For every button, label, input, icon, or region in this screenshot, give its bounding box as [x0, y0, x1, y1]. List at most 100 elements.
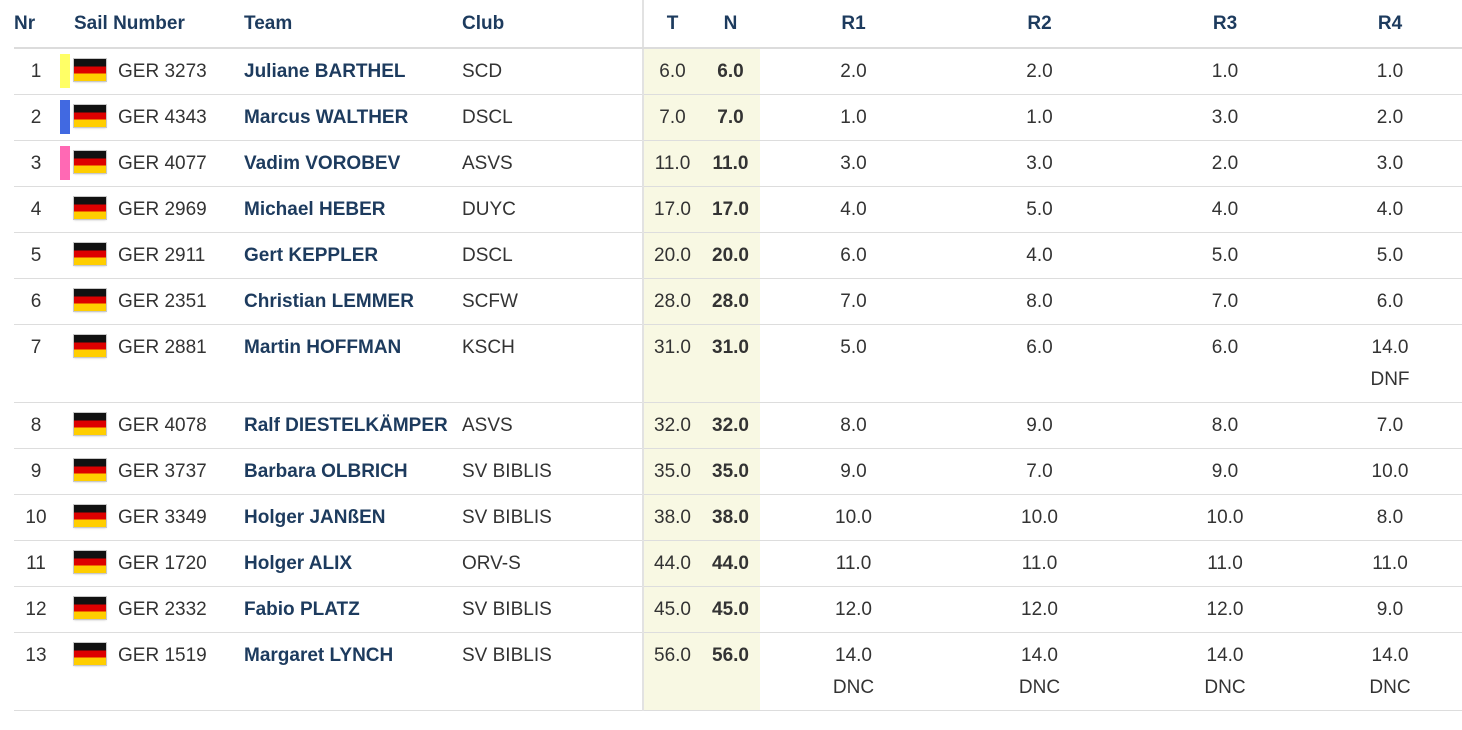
race-3-cell: 2.0: [1132, 140, 1318, 187]
race-4-cell: 9.0: [1318, 586, 1462, 633]
sail-number-cell: GER 2969: [74, 186, 244, 233]
race-score: 10.0: [1371, 460, 1409, 482]
team-link[interactable]: Christian LEMMER: [244, 290, 414, 312]
germany-flag-icon: [74, 59, 106, 82]
rank-cell: 13: [14, 632, 58, 711]
club-cell: ASVS: [462, 402, 643, 449]
color-bar-cell: [58, 278, 74, 325]
net-points-cell: 56.0: [701, 632, 760, 711]
sail-number-cell: GER 4343: [74, 94, 244, 141]
net-points-cell: 31.0: [701, 324, 760, 403]
penalty-code: DNC: [1369, 676, 1411, 698]
rank-cell: 11: [14, 540, 58, 587]
team-cell: Juliane BARTHEL: [244, 48, 462, 95]
rank-cell: 9: [14, 448, 58, 495]
team-link[interactable]: Holger ALIX: [244, 552, 353, 574]
table-row[interactable]: 13 GER 1519 Margaret LYNCH SV BIBLIS 56.0 56.…: [14, 632, 1462, 711]
net-points-cell: 20.0: [701, 232, 760, 279]
race-2-cell: 9.0: [947, 402, 1132, 449]
rank-cell: 4: [14, 186, 58, 233]
total-points-cell: 32.0: [642, 402, 701, 449]
total-points-cell: 11.0: [642, 140, 701, 187]
total-points-cell: 56.0: [642, 632, 701, 711]
team-link[interactable]: Fabio PLATZ: [244, 598, 360, 620]
race-score: 10.0: [835, 506, 872, 528]
race-1-header[interactable]: R1: [760, 0, 947, 49]
team-link[interactable]: Martin HOFFMAN: [244, 336, 402, 358]
race-3-cell: 5.0: [1132, 232, 1318, 279]
race-3-cell: 3.0: [1132, 94, 1318, 141]
nr-header[interactable]: Nr: [14, 0, 58, 49]
race-3-cell: 8.0: [1132, 402, 1318, 449]
race-2-cell: 14.0 DNC: [947, 632, 1132, 711]
sail-number-header[interactable]: Sail Number: [74, 0, 244, 49]
team-link[interactable]: Ralf DIESTELKÄMPER: [244, 414, 448, 436]
race-score: 8.0: [840, 414, 867, 436]
germany-flag-icon: [74, 642, 106, 665]
table-row[interactable]: 12 GER 2332 Fabio PLATZ SV BIBLIS 45.0 45.0 12…: [14, 586, 1462, 633]
race-score: 2.0: [1376, 106, 1404, 128]
race-3-header[interactable]: R3: [1132, 0, 1318, 49]
team-link[interactable]: Marcus WALTHER: [244, 106, 409, 128]
table-row[interactable]: 9 GER 3737 Barbara OLBRICH SV BIBLIS 35.0 35.…: [14, 448, 1462, 495]
race-score: 9.0: [840, 460, 867, 482]
club-cell: SV BIBLIS: [462, 632, 643, 711]
sail-number-cell: GER 3273: [74, 48, 244, 95]
net-points-cell: 35.0: [701, 448, 760, 495]
race-4-header[interactable]: R4: [1318, 0, 1462, 49]
race-score: 2.0: [1211, 152, 1239, 174]
race-3-cell: 11.0: [1132, 540, 1318, 587]
race-score: 12.0: [1021, 598, 1058, 620]
table-row[interactable]: 8 GER 4078 Ralf DIESTELKÄMPER ASVS 32.0 32.0 8…: [14, 402, 1462, 449]
race-1-cell: 2.0: [760, 48, 947, 95]
club-header[interactable]: Club: [462, 0, 643, 49]
team-header[interactable]: Team: [244, 0, 462, 49]
race-4-cell: 8.0: [1318, 494, 1462, 541]
rank-cell: 7: [14, 324, 58, 403]
color-bar-cell: [58, 402, 74, 449]
team-cell: Gert KEPPLER: [244, 232, 462, 279]
race-score: 9.0: [1026, 414, 1053, 436]
team-link[interactable]: Juliane BARTHEL: [244, 61, 406, 82]
table-row[interactable]: 7 GER 2881 Martin HOFFMAN KSCH 31.0 31.0 5.0 6.…: [14, 324, 1462, 403]
race-2-header[interactable]: R2: [947, 0, 1132, 49]
team-cell: Michael HEBER: [244, 186, 462, 233]
race-1-cell: 10.0: [760, 494, 947, 541]
team-link[interactable]: Holger JANßEN: [244, 506, 386, 528]
net-header[interactable]: N: [701, 0, 760, 49]
table-row[interactable]: 5 GER 2911 Gert KEPPLER DSCL 20.0 20.0 6.0 4.0 5…: [14, 232, 1462, 279]
race-score: 14.0: [1206, 644, 1244, 666]
rank-cell: 10: [14, 494, 58, 541]
team-cell: Barbara OLBRICH: [244, 448, 462, 495]
team-link[interactable]: Margaret LYNCH: [244, 644, 394, 666]
penalty-code: DNC: [832, 676, 875, 698]
sail-number-cell: GER 2881: [74, 324, 244, 403]
race-score: 6.0: [1376, 290, 1404, 312]
net-points-cell: 38.0: [701, 494, 760, 541]
table-row[interactable]: 3 GER 4077 Vadim VOROBEV ASVS 11.0 11.0 3.0 3.0…: [14, 140, 1462, 187]
color-bar-cell: [58, 232, 74, 279]
total-points-cell: 28.0: [642, 278, 701, 325]
table-row[interactable]: 6 GER 2351 Christian LEMMER SCFW 28.0 28.0 7.0…: [14, 278, 1462, 325]
team-link[interactable]: Michael HEBER: [244, 198, 386, 220]
table-row[interactable]: 10 GER 3349 Holger JANßEN SV BIBLIS 38.0 38.0…: [14, 494, 1462, 541]
header-row: Nr Sail Number Team Club T N R1 R2 R3 R4: [14, 0, 1462, 49]
race-2-cell: 7.0: [947, 448, 1132, 495]
race-1-cell: 12.0: [760, 586, 947, 633]
total-points-cell: 45.0: [642, 586, 701, 633]
germany-flag-icon: [74, 504, 106, 527]
color-bar-cell: [58, 632, 74, 711]
team-link[interactable]: Gert KEPPLER: [244, 244, 379, 266]
race-4-cell: 14.0 DNF: [1318, 324, 1462, 403]
table-row[interactable]: 2 GER 4343 Marcus WALTHER DSCL 7.0 7.0 1.0 1.0 3…: [14, 94, 1462, 141]
net-points-cell: 45.0: [701, 586, 760, 633]
race-1-cell: 5.0: [760, 324, 947, 403]
table-row[interactable]: 11 GER 1720 Holger ALIX ORV-S 44.0 44.0 11.0 11…: [14, 540, 1462, 587]
sail-number: GER 2351: [118, 290, 207, 312]
table-row[interactable]: 1 GER 3273 Juliane BARTHEL SCD 6.0 6.0 2.0 2.0 1…: [14, 48, 1462, 95]
team-link[interactable]: Barbara OLBRICH: [244, 460, 408, 482]
color-bar-cell: [58, 494, 74, 541]
team-link[interactable]: Vadim VOROBEV: [244, 152, 401, 174]
total-header[interactable]: T: [642, 0, 701, 49]
table-row[interactable]: 4 GER 2969 Michael HEBER DUYC 17.0 17.0 4.0 5.0…: [14, 186, 1462, 233]
